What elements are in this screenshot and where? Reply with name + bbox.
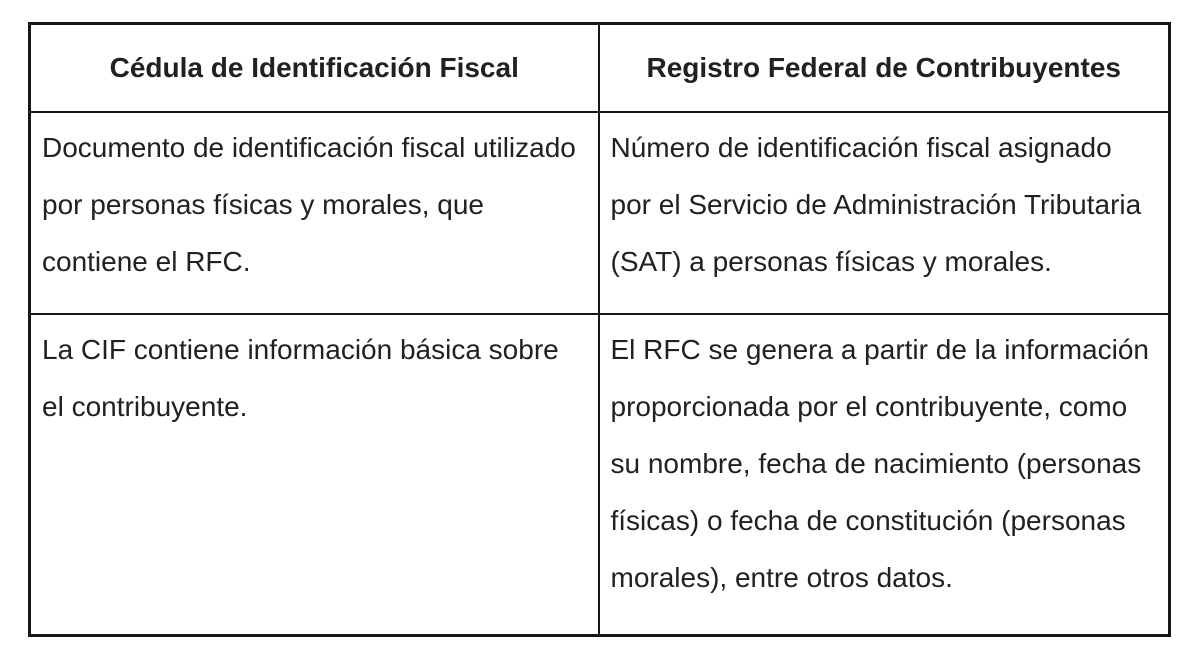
cell-row1-cif: Documento de identificación fiscal utili… xyxy=(31,113,600,315)
comparison-table: Cédula de Identificación Fiscal Registro… xyxy=(28,22,1171,637)
row2-cif-text: La CIF contiene información básica sobre… xyxy=(42,334,559,422)
header-label-rfc: Registro Federal de Contribuyentes xyxy=(646,52,1122,83)
row2-rfc-text: El RFC se genera a partir de la informac… xyxy=(610,334,1149,593)
row1-rfc-text: Número de identificación fiscal asignado… xyxy=(610,132,1142,277)
row1-cif-text: Documento de identificación fiscal utili… xyxy=(42,132,576,277)
header-label-cif: Cédula de Identificación Fiscal xyxy=(109,52,519,83)
cell-row2-cif: La CIF contiene información básica sobre… xyxy=(31,315,600,634)
header-cell-rfc: Registro Federal de Contribuyentes xyxy=(599,25,1168,113)
cell-row1-rfc: Número de identificación fiscal asignado… xyxy=(599,113,1168,315)
cell-row2-rfc: El RFC se genera a partir de la informac… xyxy=(600,315,1169,634)
header-cell-cif: Cédula de Identificación Fiscal xyxy=(31,25,600,113)
